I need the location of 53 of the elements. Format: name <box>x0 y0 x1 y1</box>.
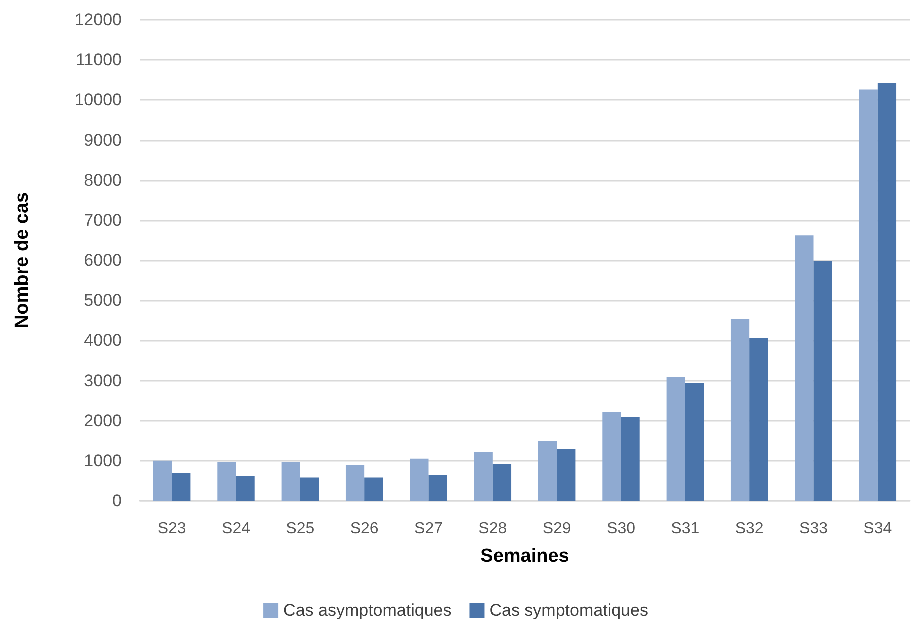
legend-label: Cas asymptomatiques <box>284 601 452 620</box>
x-tick-label: S34 <box>864 520 892 538</box>
x-tick-label: S32 <box>735 520 764 538</box>
bar <box>666 377 686 501</box>
bar <box>410 458 429 501</box>
bar <box>685 384 704 501</box>
bar <box>538 441 558 501</box>
bar <box>814 261 832 501</box>
y-tick-label: 12000 <box>74 10 122 30</box>
bar <box>730 319 750 501</box>
bar <box>218 462 236 501</box>
bar <box>795 236 814 501</box>
x-tick-label: S27 <box>414 520 444 538</box>
bar <box>172 473 191 501</box>
bar <box>859 90 878 501</box>
y-tick-label: 8000 <box>84 170 122 190</box>
x-tick-label: S26 <box>350 520 379 538</box>
y-tick-label: 4000 <box>84 331 122 350</box>
bar <box>236 476 255 501</box>
bar <box>153 460 172 501</box>
bar <box>364 478 384 501</box>
bar <box>492 464 512 501</box>
y-tick-label: 1000 <box>84 451 122 470</box>
x-tick-label: S25 <box>286 520 315 538</box>
y-tick-label: 7000 <box>84 210 122 230</box>
x-tick-label: S31 <box>671 520 700 538</box>
y-axis-title: Nombre de cas <box>12 192 33 329</box>
x-tick-label: S23 <box>158 520 186 538</box>
bar <box>428 474 448 501</box>
bar <box>750 338 768 501</box>
bar <box>346 465 365 501</box>
x-tick-label: S30 <box>607 520 636 538</box>
legend-label: Cas symptomatiques <box>490 601 648 620</box>
y-tick-label: 3000 <box>84 371 122 390</box>
x-tick-label: S33 <box>800 520 828 538</box>
bar <box>557 449 576 501</box>
x-tick-label: S28 <box>478 520 508 538</box>
bar <box>621 417 640 501</box>
bar <box>474 452 493 501</box>
y-tick-label: 11000 <box>76 50 122 70</box>
y-tick-label: 0 <box>112 492 122 510</box>
y-tick-label: 10000 <box>74 90 122 110</box>
bar <box>878 83 897 501</box>
x-tick-label: S29 <box>542 520 572 538</box>
x-axis-title: Semaines <box>480 546 570 567</box>
bar <box>300 478 320 501</box>
bar <box>282 462 300 501</box>
x-tick-label: S24 <box>222 520 251 538</box>
bar <box>602 412 622 501</box>
y-tick-label: 2000 <box>84 411 122 430</box>
y-tick-label: 5000 <box>84 291 122 310</box>
y-tick-label: 9000 <box>84 130 122 150</box>
y-tick-label: 6000 <box>84 251 122 270</box>
